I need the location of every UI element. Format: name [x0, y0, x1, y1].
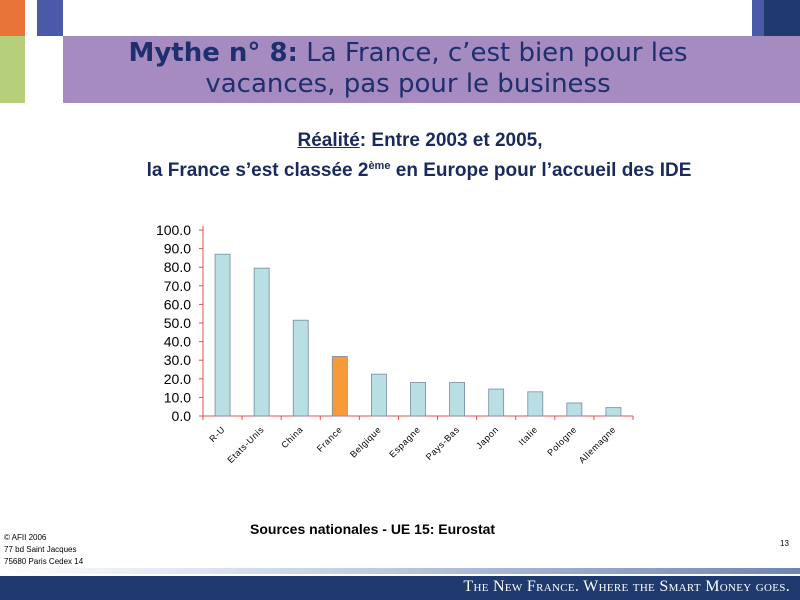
y-tick-label: 50.0 — [164, 315, 191, 331]
decor-square-navy-right — [764, 0, 800, 36]
bar-italie — [527, 391, 544, 417]
bar-allemagne — [605, 407, 622, 417]
y-tick-label: 100.0 — [156, 222, 191, 238]
y-tick-label: 60.0 — [164, 296, 191, 312]
x-tick-label: Italie — [517, 424, 540, 447]
y-tick-label: 90.0 — [164, 241, 191, 257]
bar-china — [292, 319, 309, 417]
title-bold: Mythe n° 8: — [128, 38, 298, 68]
x-tick-label: Japon — [474, 424, 501, 451]
x-tick-label: R-U — [207, 424, 227, 444]
decor-square-blue — [37, 0, 63, 36]
x-tick-label: China — [279, 424, 305, 450]
address-line-3: 75680 Paris Cedex 14 — [4, 557, 84, 566]
x-tick-label: Belgique — [348, 424, 383, 459]
subtitle-line-2: la France s’est classée 2ème en Europe p… — [0, 160, 800, 182]
bar-espagne — [410, 382, 426, 417]
x-tick-label: Etats-Unis — [225, 424, 266, 465]
bar-japon — [488, 388, 505, 417]
x-tick-label: France — [315, 424, 344, 453]
slide-title: Mythe n° 8: La France, c’est bien pour l… — [63, 38, 753, 100]
y-tick-label: 70.0 — [164, 278, 191, 294]
subtitle-line2-sup: ème — [368, 160, 391, 172]
subtitle-underlined: Réalité — [297, 130, 360, 151]
x-tick-label: Pologne — [545, 424, 578, 457]
y-tick-label: 10.0 — [164, 389, 191, 405]
bar-belgique — [371, 373, 387, 417]
decor-square-orange — [0, 0, 25, 36]
footer-gradient-line — [0, 568, 800, 574]
x-tick-label: Espagne — [387, 424, 422, 459]
footer-tagline: The New France. Where the Smart Money go… — [463, 578, 790, 595]
bar-france — [331, 356, 348, 417]
y-tick-label: 0.0 — [172, 408, 192, 424]
x-tick-label: Allemagne — [577, 424, 618, 465]
subtitle-line-1: Réalité: Entre 2003 et 2005, — [0, 130, 800, 152]
bar-r-u — [214, 253, 231, 417]
bar-pologne — [566, 402, 583, 417]
source-note: Sources nationales - UE 15: Eurostat — [250, 521, 496, 537]
decor-square-blue-right — [752, 0, 764, 36]
decor-square-green — [0, 36, 25, 103]
subtitle-line2-pre: la France s’est classée 2 — [146, 160, 369, 181]
y-tick-label: 80.0 — [164, 259, 191, 275]
title-rest: La France, c’est bien pour les vacances,… — [205, 38, 688, 99]
y-tick-label: 20.0 — [164, 371, 191, 387]
y-tick-label: 40.0 — [164, 334, 191, 350]
title-band — [63, 36, 800, 103]
y-tick-label: 30.0 — [164, 352, 191, 368]
subtitle-line1-rest: : Entre 2003 et 2005, — [359, 130, 543, 151]
subtitle-line2-post: en Europe pour l’accueil des IDE — [390, 160, 692, 181]
bar-pays-bas — [449, 382, 465, 417]
footer-bar — [0, 576, 800, 600]
bar-etats-unis — [253, 267, 270, 417]
address-line-1: © AFII 2006 — [4, 533, 47, 542]
address-line-2: 77 bd Saint Jacques — [4, 545, 77, 554]
page-number: 13 — [780, 539, 789, 548]
x-tick-label: Pays-Bas — [424, 424, 462, 462]
